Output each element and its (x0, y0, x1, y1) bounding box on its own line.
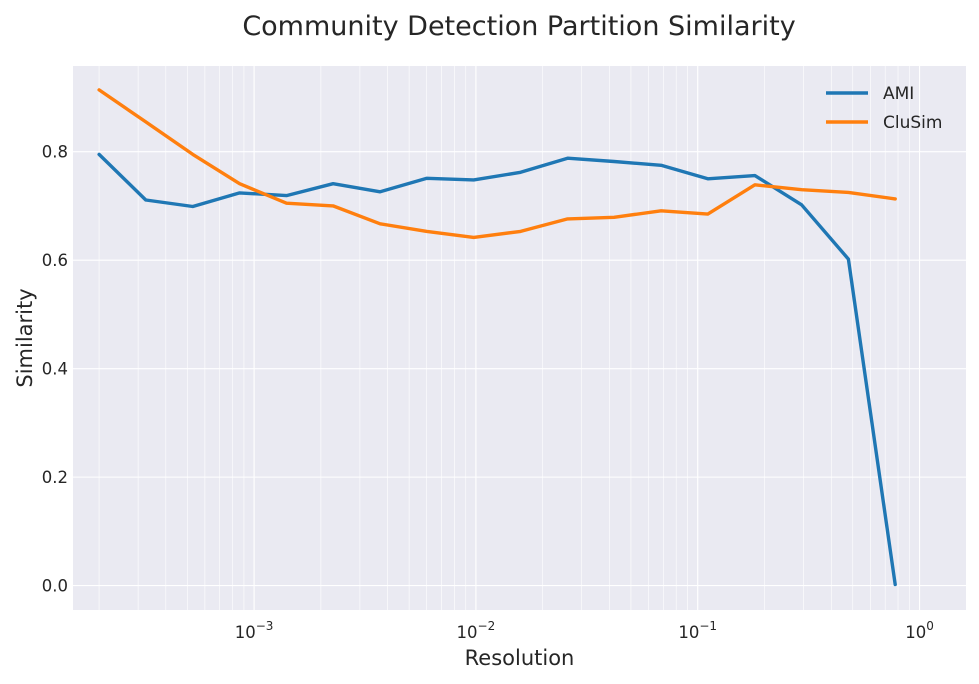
legend-label-clusim: CluSim (883, 113, 942, 133)
x-tick-label: 100 (905, 619, 934, 642)
series-line-clusim (97, 88, 897, 240)
plot-area (73, 66, 966, 610)
minor-grid (98, 66, 910, 610)
series-line-ami (97, 152, 897, 587)
x-tick-label: 10−1 (678, 619, 717, 642)
major-grid (73, 66, 966, 610)
legend: AMI CluSim (826, 84, 942, 133)
legend-label-ami: AMI (883, 84, 914, 104)
y-tick-label: 0.8 (42, 143, 68, 162)
x-axis-label: Resolution (465, 646, 575, 670)
x-tick-labels: 10−3 10−2 10−1 100 (235, 619, 934, 642)
y-tick-label: 0.0 (42, 577, 68, 596)
y-tick-label: 0.6 (42, 251, 68, 270)
y-tick-label: 0.2 (42, 468, 68, 487)
series-layer (97, 88, 897, 587)
x-tick-label: 10−2 (457, 619, 496, 642)
y-axis-label: Similarity (13, 288, 37, 387)
y-tick-labels: 0.0 0.2 0.4 0.6 0.8 (42, 143, 68, 596)
x-tick-label: 10−3 (235, 619, 274, 642)
y-tick-label: 0.4 (42, 360, 68, 379)
chart-title: Community Detection Partition Similarity (242, 11, 795, 42)
